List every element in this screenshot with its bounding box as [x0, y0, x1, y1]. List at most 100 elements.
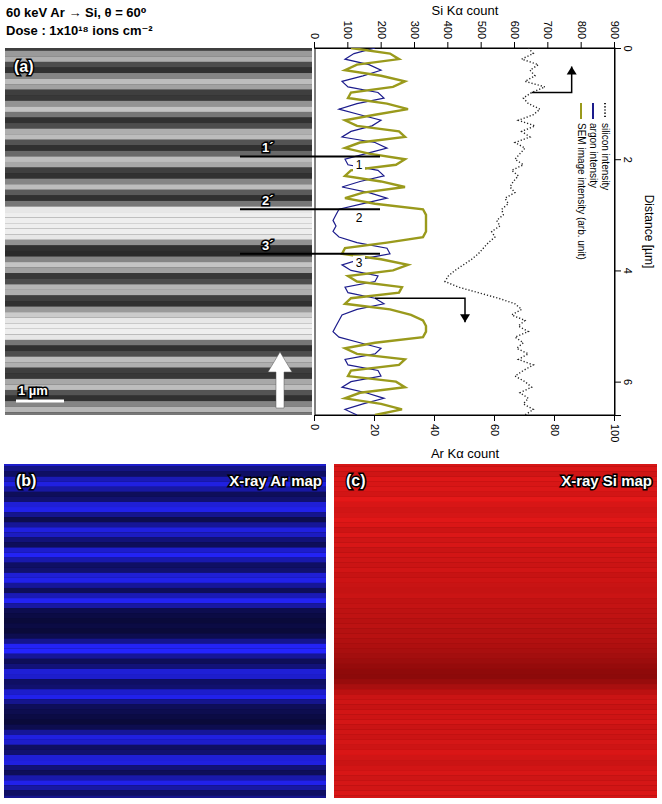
intensity-band — [4, 634, 326, 639]
intensity-band — [334, 785, 657, 790]
tick-label: 500 — [476, 21, 488, 39]
intensity-band — [4, 583, 326, 588]
intensity-band — [5, 390, 312, 396]
intensity-band — [334, 553, 657, 558]
tick-mark — [434, 415, 435, 421]
xray-si-map: (c)X-ray Si map — [334, 464, 657, 798]
intensity-band — [4, 613, 326, 618]
intensity-band — [4, 755, 326, 760]
tick-mark — [314, 42, 315, 48]
intensity-band — [334, 699, 657, 704]
intensity-band — [5, 218, 312, 224]
intensity-band — [334, 775, 657, 780]
intensity-band — [5, 351, 312, 357]
intensity-band — [5, 62, 312, 68]
intensity-band — [334, 755, 657, 760]
tick-mark — [554, 415, 555, 421]
intensity-band — [334, 563, 657, 568]
tick-mark — [494, 415, 495, 421]
intensity-band — [4, 659, 326, 664]
tick: 100 — [342, 21, 354, 48]
intensity-band — [4, 760, 326, 765]
tick: 40 — [429, 415, 441, 436]
tick: 900 — [609, 21, 621, 48]
intensity-band — [334, 532, 657, 537]
intensity-band — [4, 730, 326, 735]
tick-label: 0 — [622, 45, 634, 51]
intensity-band — [334, 725, 657, 730]
tick-label: 100 — [609, 424, 621, 442]
intensity-band — [4, 558, 326, 563]
series-lines — [333, 48, 545, 415]
tick-label: 80 — [549, 424, 561, 436]
intensity-band — [4, 654, 326, 659]
intensity-band — [334, 760, 657, 765]
intensity-band — [5, 262, 312, 268]
intensity-band — [334, 588, 657, 593]
intensity-band — [334, 669, 657, 674]
tick-label: 600 — [509, 21, 521, 39]
tick-mark — [447, 42, 448, 48]
intensity-band — [5, 95, 312, 101]
panel-background — [4, 464, 326, 798]
tick-mark — [347, 42, 348, 48]
tick-mark — [615, 48, 621, 49]
intensity-band — [334, 608, 657, 613]
marker-line — [240, 208, 380, 210]
intensity-band — [334, 593, 657, 598]
y2-axis: 020406080100 — [309, 415, 621, 442]
arrow-head — [460, 314, 470, 322]
intensity-band — [4, 578, 326, 583]
intensity-band — [5, 179, 312, 185]
intensity-band — [4, 740, 326, 745]
legend-swatch — [604, 103, 606, 119]
intensity-band — [334, 770, 657, 775]
intensity-band — [4, 775, 326, 780]
tick-mark — [615, 382, 621, 383]
intensity-band — [5, 295, 312, 301]
intensity-band — [334, 709, 657, 714]
intensity-band — [5, 301, 312, 307]
figure: 60 keV Ar → Si, θ = 60⁰Dose : 1x10¹⁸ ion… — [0, 0, 662, 804]
intensity-band — [334, 795, 657, 798]
intensity-band — [334, 664, 657, 669]
intensity-band — [4, 603, 326, 608]
intensity-band — [334, 704, 657, 709]
intensity-band — [5, 379, 312, 385]
intensity-band — [334, 573, 657, 578]
tick-label: 200 — [376, 21, 388, 39]
intensity-band — [5, 118, 312, 124]
intensity-band — [4, 623, 326, 628]
tick-label: 900 — [609, 21, 621, 39]
intensity-band — [5, 362, 312, 368]
intensity-band — [5, 268, 312, 274]
sem-image: (a)1 µm — [5, 48, 312, 415]
intensity-band — [4, 689, 326, 694]
intensity-band — [5, 112, 312, 118]
header-text: Dose : 1x10¹⁸ ions cm⁻² — [6, 23, 153, 38]
scale-bar-label: 1 µm — [18, 383, 48, 398]
axis-line — [315, 416, 615, 422]
intensity-band — [334, 507, 657, 512]
profile-chart: 0246010020030040050060070080090002040608… — [309, 21, 656, 443]
intensity-band — [334, 558, 657, 563]
tick-label: 400 — [442, 21, 454, 39]
beam-arrow — [268, 352, 292, 408]
intensity-band — [5, 168, 312, 174]
legend-label: silicon intensity — [600, 123, 611, 190]
intensity-band — [334, 512, 657, 517]
tick-label: 800 — [576, 21, 588, 39]
intensity-band — [4, 790, 326, 795]
intensity-band — [334, 467, 657, 472]
tick-mark — [314, 415, 315, 421]
intensity-band — [4, 593, 326, 598]
legend-swatch — [592, 103, 594, 119]
intensity-band — [5, 229, 312, 235]
intensity-band — [4, 563, 326, 568]
intensity-band — [5, 307, 312, 313]
intensity-band — [5, 173, 312, 179]
intensity-band — [4, 770, 326, 775]
intensity-band — [5, 223, 312, 229]
axis-arrow — [375, 298, 470, 322]
y-axis: 0100200300400500600700800900 — [309, 21, 621, 49]
